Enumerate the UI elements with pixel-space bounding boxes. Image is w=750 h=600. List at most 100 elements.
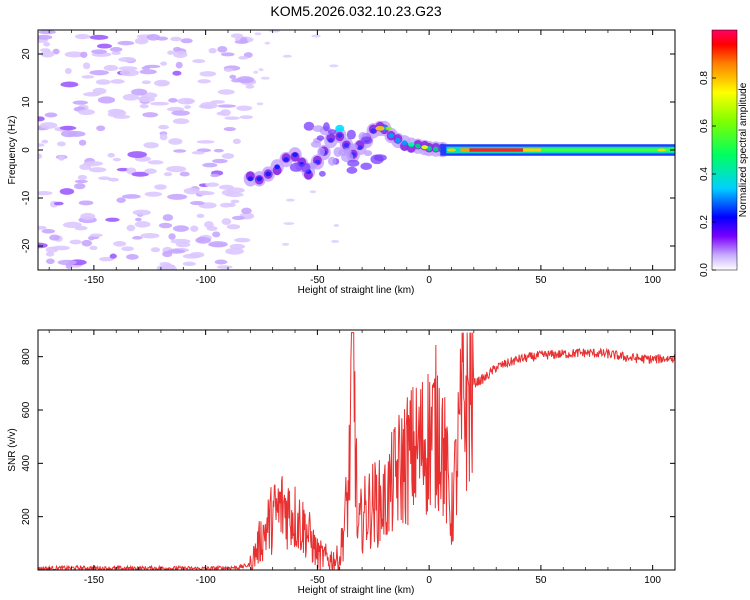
x-tick-label: 0 bbox=[426, 575, 432, 586]
spectrogram-cell bbox=[329, 64, 339, 68]
spectrogram-cell bbox=[283, 222, 295, 225]
spectrogram-cell bbox=[182, 261, 196, 266]
spectrogram-cell bbox=[309, 190, 317, 194]
spectrogram-cell bbox=[190, 225, 199, 232]
spectrogram-cell bbox=[163, 172, 173, 177]
spectrogram-cell bbox=[109, 253, 117, 259]
spectrogram-cell bbox=[121, 246, 134, 252]
spectrogram-cell bbox=[40, 50, 55, 58]
colorbar-ticks: 0.0 0.2 0.4 0.6 0.8 bbox=[699, 71, 716, 277]
spectrogram-cell bbox=[172, 70, 182, 76]
spectrogram-cell bbox=[225, 247, 244, 255]
spectrogram-cell bbox=[64, 51, 85, 58]
spectrogram-cell bbox=[223, 67, 234, 72]
spectrogram-cell bbox=[173, 149, 187, 153]
snr-x-label: Height of straight line (km) bbox=[298, 585, 415, 596]
spectrogram-cell bbox=[229, 74, 237, 80]
spectrogram-cell bbox=[58, 155, 66, 161]
spectrogram-cell bbox=[343, 142, 350, 148]
spectrogram-cell bbox=[160, 61, 167, 66]
spectrogram-cell bbox=[166, 265, 177, 270]
spectrogram-cell bbox=[170, 36, 182, 42]
y-tick-label: 800 bbox=[21, 348, 32, 365]
spectrogram-cell bbox=[217, 89, 235, 95]
spectrogram-cell bbox=[117, 40, 135, 46]
spectrogram-cell bbox=[247, 176, 254, 182]
spectrogram-tone-peak bbox=[469, 148, 524, 152]
spectrogram-cell bbox=[78, 109, 95, 116]
spectrogram-cell bbox=[57, 259, 77, 266]
spectrogram-cell bbox=[328, 138, 334, 143]
spectrogram-cell bbox=[38, 242, 48, 249]
spectrogram-cell bbox=[96, 125, 106, 132]
spectrogram-cell bbox=[192, 59, 206, 64]
spectrogram-cell bbox=[167, 50, 175, 55]
spectrogram-cell bbox=[226, 187, 245, 194]
spectrogram-cell bbox=[59, 188, 75, 195]
spectrogram-cell bbox=[53, 201, 64, 206]
spectrogram-cell bbox=[38, 191, 53, 196]
spectrogram-cell bbox=[41, 139, 49, 144]
spectrogram-tone-core bbox=[540, 148, 675, 152]
spectrogram-cell bbox=[360, 162, 373, 170]
spectrogram-cell bbox=[347, 159, 360, 167]
y-tick-label: 200 bbox=[21, 508, 32, 525]
spectrogram-cell bbox=[230, 199, 240, 204]
spectrogram-cell bbox=[64, 67, 72, 75]
spectrogram-cell bbox=[281, 242, 290, 246]
spectrogram-cell bbox=[91, 49, 107, 54]
spectrogram-cell bbox=[217, 104, 237, 108]
spectrogram-cell bbox=[38, 225, 47, 230]
y-tick-label: -10 bbox=[21, 190, 32, 205]
spectrogram-cell bbox=[172, 118, 190, 125]
spectrogram-cell bbox=[132, 209, 151, 216]
spectrogram-cell bbox=[45, 251, 55, 257]
spectrogram-cell bbox=[234, 40, 249, 44]
chart-title: KOM5.2026.032.10.23.G23 bbox=[270, 3, 441, 19]
spectrogram-cell bbox=[333, 224, 340, 227]
y-tick-label: 20 bbox=[21, 48, 32, 60]
spectrogram-cell bbox=[214, 259, 228, 265]
spectrogram-cell bbox=[197, 190, 210, 196]
spectrogram-cell bbox=[113, 114, 131, 119]
snr-panel: -150 -100 -50 0 50 100 200 400 600 800 Height of… bbox=[7, 329, 676, 596]
spectrogram-cell bbox=[159, 133, 168, 141]
spectrogram-cell bbox=[231, 78, 243, 83]
spectrogram-cell bbox=[103, 64, 119, 71]
spectrogram-cell bbox=[38, 153, 43, 159]
spectrogram-cell bbox=[99, 256, 114, 262]
spectrogram-cell bbox=[158, 81, 169, 86]
spectrogram-cell bbox=[141, 80, 151, 85]
spectrogram-cell bbox=[77, 174, 88, 181]
spectrogram-cell bbox=[175, 241, 191, 248]
spectrogram-cell bbox=[154, 184, 167, 190]
spectrogram-cell bbox=[83, 161, 103, 167]
spectrogram-cell bbox=[49, 234, 60, 241]
spectrogram-cell bbox=[311, 34, 321, 38]
spectrogram-cell bbox=[239, 115, 253, 120]
spectrogram-cell bbox=[110, 109, 127, 117]
spectrogram-cell bbox=[74, 33, 91, 40]
spectrogram-cell bbox=[238, 55, 249, 60]
spectrogram-cell bbox=[82, 62, 91, 70]
spectrogram-cell bbox=[220, 109, 231, 117]
x-tick-label: -50 bbox=[310, 575, 325, 586]
y-tick-label: 600 bbox=[21, 401, 32, 418]
spectrogram-cell bbox=[327, 129, 337, 135]
spectrogram-cell bbox=[142, 112, 159, 118]
spectrogram-cell bbox=[126, 253, 139, 260]
spectrogram-cell bbox=[197, 236, 205, 243]
spectrogram-cell bbox=[256, 176, 263, 182]
spectrogram-cell bbox=[220, 52, 235, 57]
spectrogram-cell bbox=[415, 143, 421, 149]
spectrogram-cell bbox=[167, 193, 188, 200]
spectrogram-cell bbox=[51, 245, 70, 251]
spectrogram-cell bbox=[134, 217, 142, 222]
spectrogram-cell bbox=[363, 150, 373, 157]
spectrogram-cell bbox=[96, 43, 112, 49]
spectrogram-cell bbox=[407, 142, 415, 147]
spectrogram-cell bbox=[45, 258, 55, 265]
spectrogram-cell bbox=[282, 54, 292, 58]
spectrogram-cell bbox=[172, 225, 190, 232]
spectrogram-cell bbox=[447, 148, 456, 152]
